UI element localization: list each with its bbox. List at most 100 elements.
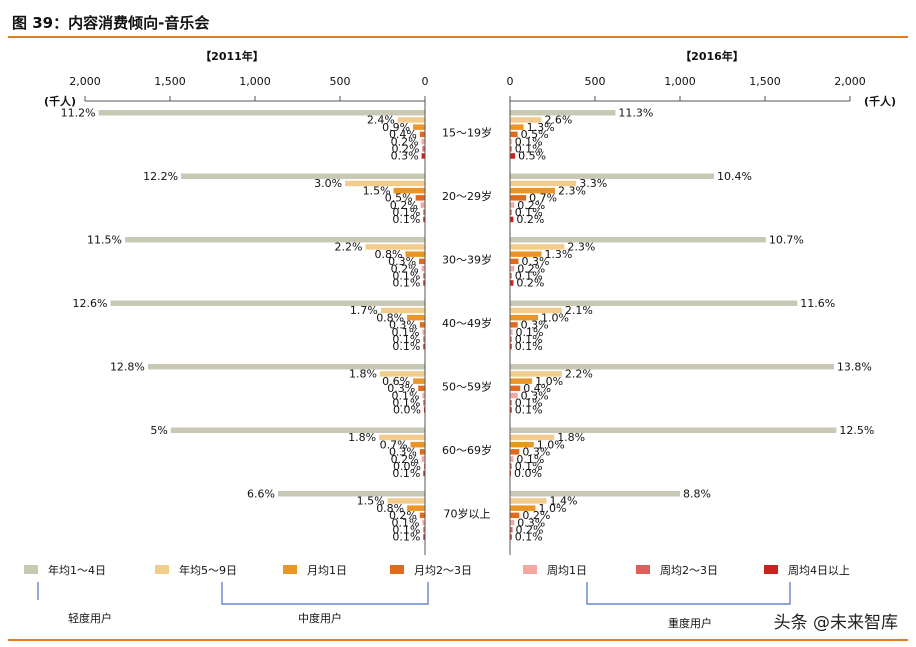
legend-label-6: 周均4日以上 — [788, 564, 850, 577]
bar-1-6-0 — [510, 153, 516, 159]
data-label-1-1-5: 1.8% — [557, 431, 585, 444]
bar-0-2-4 — [413, 378, 425, 384]
data-label-1-5-0: 0.1% — [515, 143, 543, 156]
data-label-1-4-4: 0.3% — [521, 389, 549, 402]
bar-1-3-5 — [510, 449, 520, 455]
category-label-4: 50～59岁 — [442, 380, 492, 394]
data-label-0-0-2: 11.5% — [87, 234, 122, 247]
data-label-0-1-3: 1.7% — [350, 304, 378, 317]
bar-0-4-3 — [422, 329, 425, 335]
x-tick-label-1-4: 2,000 — [834, 75, 866, 88]
bar-0-2-1 — [393, 187, 425, 194]
bar-1-1-3 — [510, 307, 562, 314]
x-tick-label-1-2: 1,000 — [664, 75, 696, 88]
bar-0-2-3 — [407, 314, 425, 321]
x-tick-label-1-1: 500 — [585, 75, 606, 88]
data-label-0-4-2: 0.2% — [391, 262, 419, 275]
legend-label-3: 月均2～3日 — [414, 564, 472, 577]
bar-1-5-5 — [510, 463, 512, 469]
data-label-0-2-6: 0.8% — [376, 502, 404, 515]
data-label-0-4-0: 0.2% — [391, 135, 419, 148]
bar-0-2-2 — [405, 251, 425, 257]
legend-label-4: 周均1日 — [547, 564, 587, 577]
data-label-0-3-5: 0.3% — [389, 446, 417, 459]
data-label-0-1-4: 1.8% — [349, 368, 377, 381]
bar-0-1-6 — [387, 498, 425, 504]
data-label-1-5-6: 0.2% — [516, 524, 544, 537]
data-label-1-2-0: 1.3% — [527, 121, 555, 134]
bar-0-0-5 — [170, 427, 425, 433]
bar-0-3-5 — [419, 449, 425, 455]
bar-1-5-4 — [510, 400, 512, 406]
bar-0-2-6 — [407, 505, 425, 511]
data-label-0-0-1: 12.2% — [143, 170, 178, 183]
bar-0-1-0 — [397, 117, 425, 123]
bar-1-4-4 — [510, 392, 518, 399]
bar-1-4-3 — [510, 329, 513, 335]
bar-1-2-5 — [510, 441, 534, 448]
bar-0-3-3 — [419, 322, 425, 328]
data-label-0-6-3: 0.1% — [392, 340, 420, 353]
data-label-1-5-1: 0.1% — [515, 206, 543, 219]
data-label-1-2-1: 2.3% — [558, 184, 586, 197]
bar-0-2-0 — [413, 124, 425, 130]
bar-0-5-2 — [423, 273, 425, 279]
bar-1-1-2 — [510, 244, 565, 250]
bar-1-5-6 — [510, 527, 513, 533]
legend-label-5: 周均2～3日 — [660, 564, 718, 577]
data-label-1-5-5: 0.1% — [515, 460, 543, 473]
data-label-0-2-3: 0.8% — [376, 311, 404, 324]
bar-1-2-6 — [510, 505, 536, 511]
bar-1-4-5 — [510, 456, 514, 462]
bar-0-1-3 — [380, 307, 425, 314]
data-label-1-1-3: 2.1% — [565, 304, 593, 317]
bar-0-3-1 — [415, 195, 425, 201]
data-label-1-1-4: 2.2% — [565, 368, 593, 381]
x-tick-label-1-0: 0 — [507, 75, 514, 88]
data-label-0-6-0: 0.3% — [391, 150, 419, 163]
bar-1-0-5 — [510, 427, 837, 433]
bar-0-4-4 — [422, 392, 425, 399]
data-label-1-6-2: 0.2% — [516, 277, 544, 290]
bar-1-6-1 — [510, 216, 514, 223]
bar-1-1-6 — [510, 498, 547, 504]
data-label-1-4-6: 0.3% — [517, 516, 545, 529]
data-label-0-2-4: 0.6% — [382, 375, 410, 388]
data-label-1-2-4: 1.0% — [535, 375, 563, 388]
legend-swatch-0 — [24, 565, 38, 574]
data-label-0-4-3: 0.1% — [391, 326, 419, 339]
data-label-1-1-0: 2.6% — [544, 114, 572, 127]
bar-1-0-0 — [510, 110, 616, 116]
data-label-0-6-2: 0.1% — [392, 277, 420, 290]
legend-swatch-5 — [636, 565, 650, 574]
data-label-1-1-2: 2.3% — [567, 241, 595, 254]
group-label-heavy: 重度用户 — [668, 616, 712, 630]
bar-0-1-4 — [379, 371, 425, 377]
bar-0-0-6 — [277, 491, 425, 497]
bar-1-1-1 — [510, 180, 577, 187]
data-label-0-3-3: 0.3% — [389, 319, 417, 332]
unit-label-0: (千人) — [44, 94, 76, 108]
bar-0-0-2 — [124, 237, 425, 243]
bar-0-6-3 — [423, 343, 425, 350]
data-label-0-3-6: 0.2% — [389, 509, 417, 522]
bar-1-4-6 — [510, 519, 515, 526]
bar-0-3-6 — [419, 512, 425, 519]
panel-title-1: 【2016年】 — [680, 49, 744, 63]
bar-1-0-3 — [510, 300, 798, 306]
bar-0-5-4 — [423, 400, 425, 406]
data-label-1-6-3: 0.1% — [515, 340, 543, 353]
bar-0-0-1 — [181, 173, 425, 179]
data-label-0-0-4: 12.8% — [110, 361, 145, 374]
data-label-1-5-2: 0.1% — [515, 270, 543, 283]
bar-0-0-0 — [98, 110, 425, 116]
bar-1-3-4 — [510, 385, 521, 392]
legend-swatch-1 — [155, 565, 169, 574]
data-label-0-6-5: 0.1% — [392, 467, 420, 480]
bar-0-4-5 — [421, 456, 425, 462]
bar-1-1-5 — [510, 434, 555, 441]
data-label-1-0-4: 13.8% — [837, 361, 872, 374]
legend-swatch-2 — [283, 565, 297, 574]
bar-0-4-6 — [422, 519, 425, 526]
data-label-0-2-1: 1.5% — [363, 184, 391, 197]
